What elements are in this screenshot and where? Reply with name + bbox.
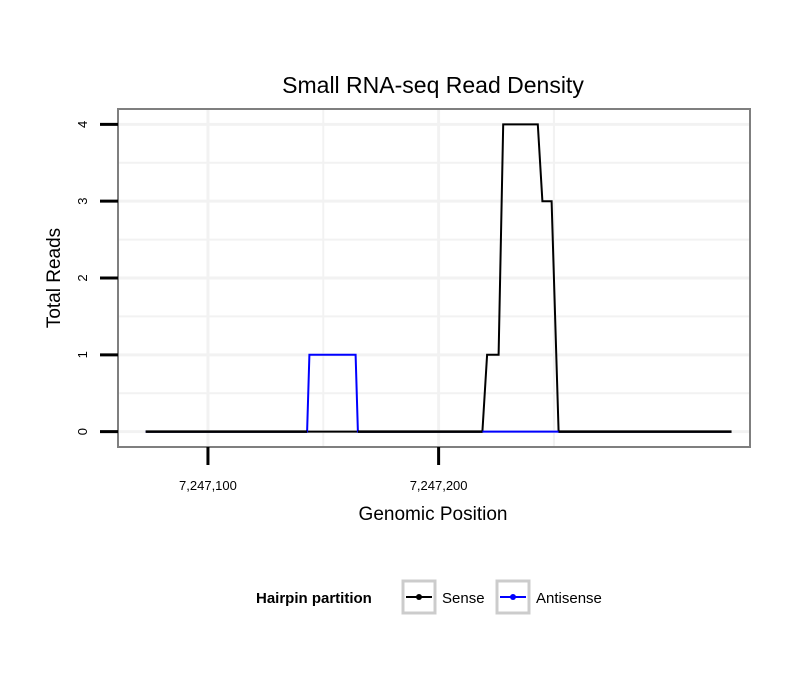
grid — [118, 109, 750, 447]
legend-key-antisense-dot — [510, 594, 516, 600]
legend-label-antisense: Antisense — [536, 590, 602, 607]
axis-ticks: 0 1 2 3 4 7,247,100 7,247,200 — [75, 121, 468, 493]
y-axis-title: Total Reads — [44, 228, 65, 328]
x-axis-title: Genomic Position — [359, 504, 508, 525]
chart-title: Small RNA-seq Read Density — [282, 72, 584, 98]
x-tick-label: 7,247,200 — [410, 478, 468, 493]
series-layer — [145, 123, 732, 433]
legend-key-sense-dot — [416, 594, 422, 600]
y-tick-label: 3 — [75, 198, 90, 205]
x-tick-label: 7,247,100 — [179, 478, 237, 493]
y-tick-label: 4 — [75, 121, 90, 128]
y-tick-label: 2 — [75, 274, 90, 281]
y-tick-label: 0 — [75, 428, 90, 435]
legend-label-sense: Sense — [442, 590, 485, 607]
y-tick-label: 1 — [75, 351, 90, 358]
legend-title: Hairpin partition — [256, 590, 372, 607]
legend: Hairpin partition Sense Antisense — [256, 579, 602, 615]
series-line-sense — [145, 123, 732, 433]
